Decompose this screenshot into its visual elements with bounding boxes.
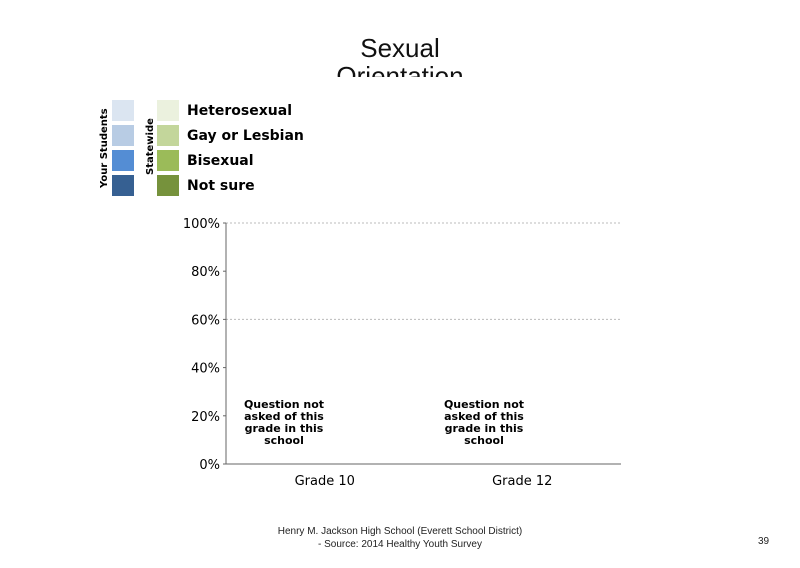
chart-title: Sexual Orientation — [336, 34, 464, 77]
footer-line-school: Henry M. Jackson High School (Everett Sc… — [277, 526, 523, 537]
not-asked-annotation: Question not asked of this grade in this sc… — [444, 398, 524, 447]
swatch-statewide-gay-lesbian — [157, 125, 179, 146]
legend-label-gay-lesbian: Gay or Lesbian — [187, 128, 304, 144]
swatch-your-students-heterosexual — [112, 100, 134, 121]
swatch-your-students-gay-lesbian — [112, 125, 134, 146]
y-tick-label: 40% — [191, 362, 220, 377]
y-tick-label: 20% — [191, 410, 220, 425]
swatch-your-students-not-sure — [112, 175, 134, 196]
x-category-label: Grade 10 — [295, 474, 355, 489]
swatch-statewide-not-sure — [157, 175, 179, 196]
swatch-statewide-bisexual — [157, 150, 179, 171]
y-tick-label: 0% — [199, 458, 220, 473]
title-container: Sexual Orientation — [300, 34, 500, 77]
y-tick-label: 80% — [191, 265, 220, 280]
y-tick-label: 100% — [183, 217, 220, 232]
page-number: 39 — [758, 536, 770, 547]
swatch-statewide-heterosexual — [157, 100, 179, 121]
x-category-label: Grade 12 — [492, 474, 552, 489]
legend-label-not-sure: Not sure — [187, 178, 255, 194]
swatch-your-students-bisexual — [112, 150, 134, 171]
not-asked-annotation: Question not asked of this grade in this sc… — [244, 398, 324, 447]
legend-label-bisexual: Bisexual — [187, 153, 254, 169]
footer-line-source: - Source: 2014 Healthy Youth Survey — [318, 539, 482, 550]
y-tick-label: 60% — [191, 313, 220, 328]
legend-label-heterosexual: Heterosexual — [187, 103, 292, 119]
